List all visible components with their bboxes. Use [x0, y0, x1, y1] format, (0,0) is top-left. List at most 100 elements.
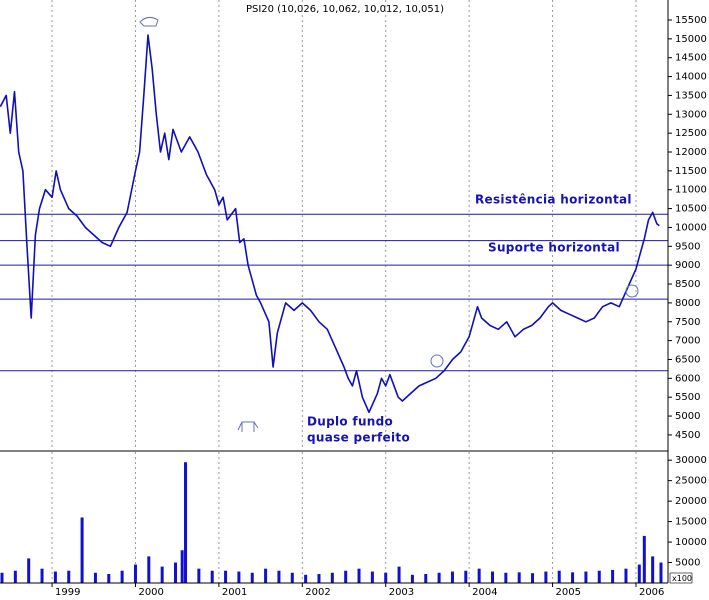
y-tick-label: 6500 — [675, 354, 700, 365]
volume-bar — [450, 571, 454, 583]
volume-bar — [357, 568, 361, 583]
volume-bar — [659, 562, 663, 583]
y-tick-label: 12000 — [675, 147, 707, 158]
y-tick-label: 14500 — [675, 53, 707, 64]
volume-bar — [290, 572, 294, 583]
volume-bar — [120, 570, 124, 583]
y-tick-label: 30000 — [675, 455, 707, 466]
volume-bar — [133, 564, 137, 583]
y-tick-label: 5500 — [675, 392, 700, 403]
volume-bar — [642, 535, 646, 583]
volume-bar — [264, 568, 268, 583]
x-tick-label: 2000 — [138, 587, 163, 598]
y-tick-label: 9000 — [675, 260, 700, 271]
y-tick-label: 13500 — [675, 90, 707, 101]
y-tick-label: 10000 — [675, 222, 707, 233]
volume-bar — [477, 568, 481, 583]
annotation: Duplo fundo — [307, 415, 393, 429]
y-tick-label: 7500 — [675, 317, 700, 328]
price-line — [0, 34, 660, 414]
chart-title: PSI20 (10,026, 10,062, 10,012, 10,051) — [246, 4, 444, 15]
volume-bar — [67, 570, 71, 583]
x-tick-label: 2004 — [472, 587, 497, 598]
volume-bar — [80, 517, 84, 583]
bull-icon — [139, 16, 159, 27]
volume-bar — [571, 572, 575, 583]
x-tick-label: 2001 — [222, 587, 247, 598]
smiley-icon — [430, 354, 444, 368]
y-tick-label: 10500 — [675, 204, 707, 215]
volume-bar — [637, 564, 641, 583]
volume-bar — [210, 570, 214, 583]
volume-bar — [197, 568, 201, 583]
volume-bar — [13, 570, 17, 583]
x-tick-label: 2005 — [556, 587, 581, 598]
y-tick-label: 5000 — [675, 558, 700, 569]
volume-bar — [93, 572, 97, 583]
x-tick-label: 2002 — [305, 587, 330, 598]
y-tick-label: 4500 — [675, 430, 700, 441]
volume-bar — [370, 571, 374, 583]
unit-label: x100 — [672, 574, 692, 583]
y-tick-label: 20000 — [675, 496, 707, 507]
y-tick-label: 15000 — [675, 34, 707, 45]
y-tick-label: 8000 — [675, 298, 700, 309]
volume-bar — [160, 566, 164, 583]
y-tick-label: 12500 — [675, 128, 707, 139]
volume-bar — [180, 550, 184, 583]
y-tick-label: 11500 — [675, 166, 707, 177]
x-tick-label: 2006 — [639, 587, 664, 598]
y-tick-label: 9500 — [675, 241, 700, 252]
volume-bar — [504, 572, 508, 583]
volume-bar — [40, 568, 44, 583]
volume-bar — [277, 570, 281, 583]
volume-bar — [384, 572, 388, 583]
volume-bar — [174, 562, 178, 583]
volume-bar — [53, 571, 57, 583]
x-tick-label: 1999 — [55, 587, 80, 598]
volume-bar — [184, 462, 188, 583]
annotation: Suporte horizontal — [488, 241, 620, 255]
volume-bar — [0, 572, 4, 583]
volume-bar — [464, 570, 468, 583]
volume-bar — [224, 570, 228, 583]
volume-bar — [517, 572, 521, 583]
volume-bar — [397, 566, 401, 583]
volume-bar — [611, 569, 615, 583]
y-tick-label: 10000 — [675, 537, 707, 548]
y-tick-label: 13000 — [675, 109, 707, 120]
y-tick-label: 14000 — [675, 72, 707, 83]
dog-icon — [237, 421, 259, 432]
volume-bar — [344, 570, 348, 583]
volume-bar — [410, 574, 414, 583]
volume-bar — [424, 573, 428, 583]
volume-bar — [27, 558, 31, 583]
volume-bar — [651, 556, 655, 583]
annotation: quase perfeito — [307, 431, 410, 445]
volume-bar — [237, 571, 241, 583]
y-tick-label: 6000 — [675, 373, 700, 384]
volume-bar — [330, 572, 334, 583]
volume-bar — [490, 571, 494, 583]
volume-bar — [317, 573, 321, 583]
y-tick-label: 15500 — [675, 15, 707, 26]
smiley-icon — [625, 284, 639, 298]
y-tick-label: 5000 — [675, 411, 700, 422]
volume-bar — [147, 556, 151, 583]
volume-bar — [544, 571, 548, 583]
y-tick-label: 25000 — [675, 476, 707, 487]
y-tick-label: 11000 — [675, 185, 707, 196]
y-tick-label: 7000 — [675, 336, 700, 347]
volume-bar — [437, 572, 441, 583]
x-tick-label: 2003 — [389, 587, 414, 598]
volume-bar — [531, 573, 535, 583]
annotation: Resistência horizontal — [475, 193, 632, 207]
y-tick-label: 8500 — [675, 279, 700, 290]
volume-bar — [304, 574, 308, 583]
volume-bar — [107, 573, 111, 583]
unit-box — [669, 572, 693, 584]
volume-bar — [250, 572, 254, 583]
